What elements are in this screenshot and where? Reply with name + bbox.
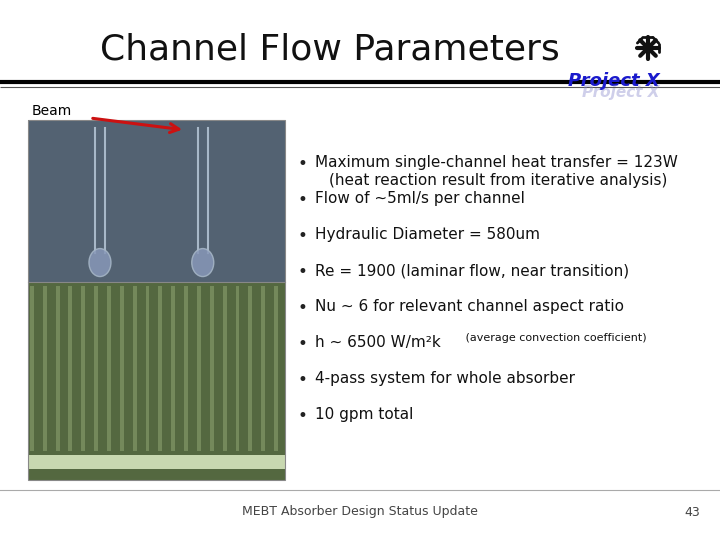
Bar [107, 286, 111, 451]
Bar [171, 286, 175, 451]
Text: h ∼ 6500 W/m²k: h ∼ 6500 W/m²k [315, 335, 441, 350]
Text: •: • [297, 191, 307, 209]
Bar [222, 286, 227, 451]
Bar [28, 282, 285, 455]
Bar [28, 469, 285, 480]
Text: 43: 43 [684, 505, 700, 518]
Text: (average convection coefficient): (average convection coefficient) [462, 333, 647, 343]
Text: •: • [297, 335, 307, 353]
Text: 4-pass system for whole absorber: 4-pass system for whole absorber [315, 371, 575, 386]
Bar [261, 286, 265, 451]
Text: Beam: Beam [32, 104, 72, 118]
Bar [30, 286, 34, 451]
Bar [81, 286, 85, 451]
Ellipse shape [89, 248, 111, 276]
Text: Maximum single-channel heat transfer = 123W: Maximum single-channel heat transfer = 1… [315, 155, 678, 170]
Text: •: • [297, 407, 307, 425]
Ellipse shape [192, 248, 214, 276]
Text: •: • [297, 299, 307, 317]
Text: MEBT Absorber Design Status Update: MEBT Absorber Design Status Update [242, 505, 478, 518]
Bar [197, 286, 201, 451]
Bar [158, 286, 162, 451]
Bar [28, 120, 285, 480]
Text: Nu ∼ 6 for relevant channel aspect ratio: Nu ∼ 6 for relevant channel aspect ratio [315, 299, 624, 314]
Text: •: • [297, 371, 307, 389]
Bar [68, 286, 73, 451]
Text: Re = 1900 (laminar flow, near transition): Re = 1900 (laminar flow, near transition… [315, 263, 629, 278]
Text: Hydraulic Diameter = 580um: Hydraulic Diameter = 580um [315, 227, 540, 242]
Bar [248, 286, 252, 451]
Bar [210, 286, 214, 451]
Text: Channel Flow Parameters: Channel Flow Parameters [100, 33, 560, 67]
Text: •: • [297, 155, 307, 173]
Bar [132, 286, 137, 451]
Bar [120, 286, 124, 451]
Bar [94, 286, 98, 451]
Bar [184, 286, 188, 451]
Bar [274, 286, 278, 451]
Text: (heat reaction result from iterative analysis): (heat reaction result from iterative ana… [329, 173, 667, 188]
Text: Project X: Project X [582, 85, 660, 100]
Text: 10 gpm total: 10 gpm total [315, 407, 413, 422]
Text: Flow of ∼5ml/s per channel: Flow of ∼5ml/s per channel [315, 191, 525, 206]
Bar [28, 120, 285, 282]
Bar [145, 286, 150, 451]
Text: •: • [297, 227, 307, 245]
Bar [42, 286, 47, 451]
Bar [55, 286, 60, 451]
Text: •: • [297, 263, 307, 281]
Text: Project X: Project X [568, 72, 660, 90]
Bar [28, 455, 285, 469]
Bar [235, 286, 240, 451]
